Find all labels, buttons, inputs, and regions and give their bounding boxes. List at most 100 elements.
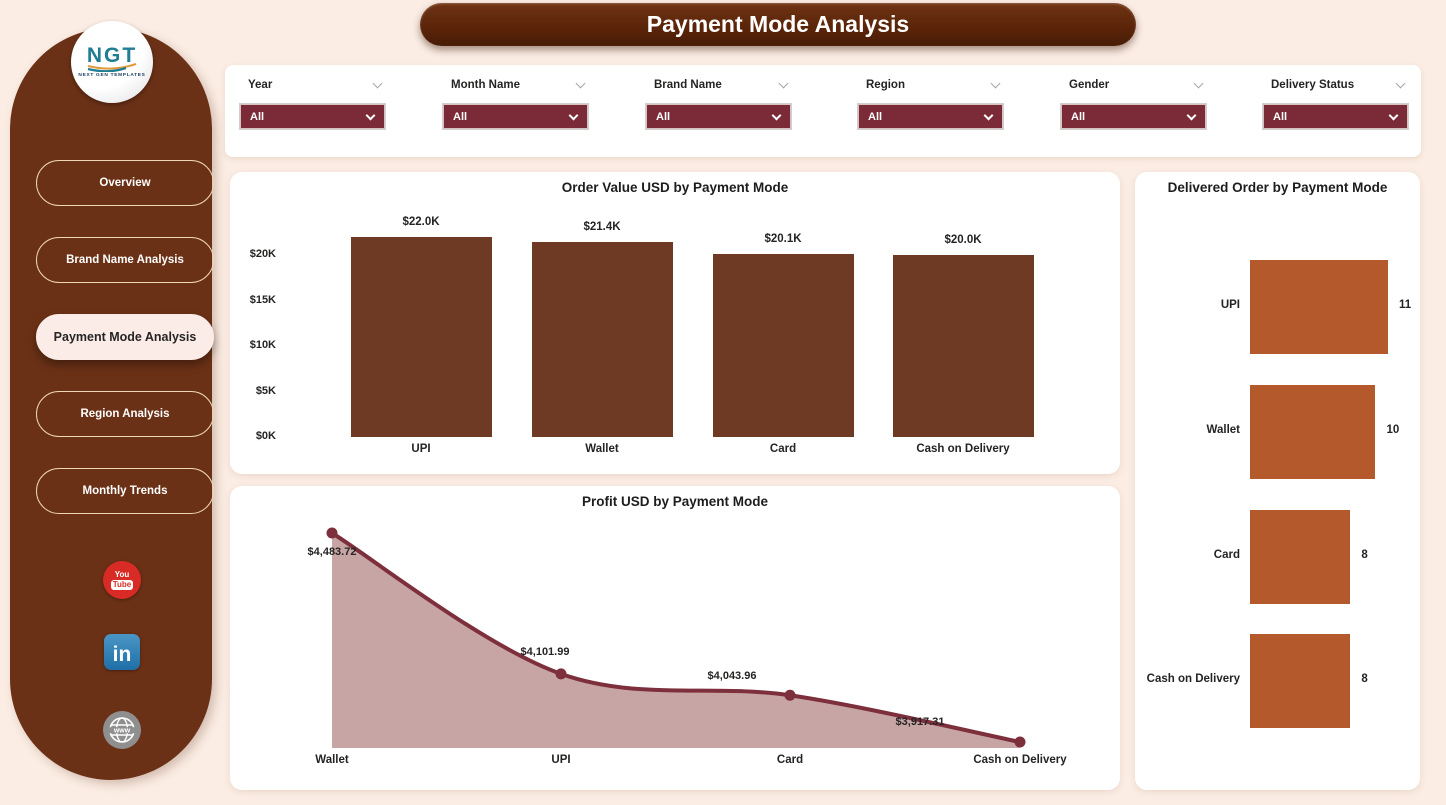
chevron-down-icon	[1395, 78, 1406, 89]
chevron-down-icon	[983, 110, 994, 120]
hbar-category-label: Wallet	[1206, 424, 1240, 436]
sidebar-item-label: Region Analysis	[80, 408, 170, 420]
column-bar-upi[interactable]	[350, 236, 492, 437]
filter-label: Brand Name	[654, 79, 722, 91]
dropdown-value: All	[868, 110, 883, 123]
linkedin-icon-text: in	[112, 643, 132, 666]
hbar-value-label: 8	[1361, 673, 1368, 685]
sidebar-item-overview[interactable]: Overview	[36, 160, 214, 206]
filter-delivery-status-header[interactable]: Delivery Status	[1263, 73, 1408, 95]
sidebar-item-label: Overview	[99, 177, 151, 189]
profit-value-label: $4,101.99	[520, 645, 570, 658]
profit-value-label: $3,917.31	[895, 716, 945, 728]
linkedin-icon[interactable]: in	[103, 633, 141, 671]
filter-gender: Gender All	[1061, 73, 1206, 129]
sidebar-item-label: Payment Mode Analysis	[53, 330, 197, 344]
column-bar-cash-on-delivery[interactable]	[892, 255, 1034, 437]
filter-label: Month Name	[451, 79, 520, 91]
ngt-logo-text: NGT	[86, 44, 138, 67]
dropdown-value: All	[250, 110, 265, 123]
filter-month-name-header[interactable]: Month Name	[443, 73, 588, 95]
delivered-order-chart-card: Delivered Order by Payment Mode UPI 11 Wal…	[1135, 172, 1420, 790]
filter-delivery-status: Delivery Status All	[1263, 73, 1408, 129]
column-bar-value-label: $20.0K	[944, 234, 982, 246]
column-bar-wallet[interactable]	[531, 242, 673, 437]
filter-month-name: Month Name All	[443, 73, 588, 129]
chevron-down-icon	[1388, 110, 1399, 120]
profit-area-fill	[332, 533, 1020, 748]
page-title-banner: Payment Mode Analysis	[420, 3, 1136, 46]
filter-label: Year	[248, 79, 273, 91]
dropdown-value: All	[656, 110, 671, 123]
chevron-down-icon	[771, 110, 782, 120]
hbar-category-label: Cash on Delivery	[1146, 673, 1240, 685]
x-axis-category-label: Wallet	[585, 443, 619, 455]
filter-label: Delivery Status	[1271, 79, 1355, 91]
hbar-value-label: 11	[1399, 299, 1412, 311]
sidebar-item-label: Brand Name Analysis	[66, 254, 184, 266]
filter-label: Region	[866, 79, 905, 91]
y-axis-tick: $20K	[249, 248, 276, 260]
profit-data-point-cash-on-delivery[interactable]	[1014, 736, 1026, 748]
filter-region-header[interactable]: Region	[858, 73, 1003, 95]
youtube-icon-text2: Tube	[110, 579, 134, 590]
chevron-down-icon	[575, 78, 586, 89]
filter-year-dropdown[interactable]: All	[240, 104, 385, 129]
profit-data-point-wallet[interactable]	[326, 527, 338, 539]
hbar-value-label: 10	[1386, 424, 1400, 436]
y-axis-tick: $0K	[255, 430, 276, 442]
filter-gender-dropdown[interactable]: All	[1061, 104, 1206, 129]
filter-brand-name-header[interactable]: Brand Name	[646, 73, 791, 95]
ngt-logo-swoosh	[87, 63, 137, 72]
sidebar: Overview Brand Name Analysis Payment Mod…	[10, 28, 214, 780]
ngt-logo: NGT NEXT GEN TEMPLATES	[71, 21, 153, 103]
x-axis-category-label: Cash on Delivery	[916, 443, 1010, 455]
hbar-cash-on-delivery[interactable]	[1250, 634, 1351, 728]
profit-line	[330, 531, 1021, 744]
filter-gender-header[interactable]: Gender	[1061, 73, 1206, 95]
youtube-icon[interactable]: You Tube	[103, 561, 141, 599]
sidebar-item-monthly-trends[interactable]: Monthly Trends	[36, 468, 214, 514]
x-axis-category-label: UPI	[551, 754, 571, 766]
sidebar-item-region-analysis[interactable]: Region Analysis	[36, 391, 214, 437]
hbar-upi[interactable]	[1250, 260, 1388, 354]
hbar-card[interactable]	[1250, 510, 1351, 604]
page-title: Payment Mode Analysis	[646, 11, 910, 37]
filter-month-name-dropdown[interactable]: All	[443, 104, 588, 129]
youtube-icon-text: You	[114, 569, 130, 579]
dropdown-value: All	[1273, 110, 1288, 123]
profit-chart-title: Profit USD by Payment Mode	[581, 494, 769, 509]
globe-icon-svg: www	[103, 711, 141, 749]
chevron-down-icon	[778, 78, 789, 89]
filter-year-header[interactable]: Year	[240, 73, 385, 95]
chevron-down-icon	[1193, 78, 1204, 89]
sidebar-item-brand-name-analysis[interactable]: Brand Name Analysis	[36, 237, 214, 283]
column-bar-value-label: $20.1K	[764, 233, 802, 246]
svg-text:www: www	[113, 728, 131, 735]
hbar-category-label: UPI	[1220, 299, 1240, 311]
dropdown-value: All	[1071, 110, 1086, 123]
profit-data-point-upi[interactable]	[555, 668, 567, 680]
profit-value-label: $4,043.96	[707, 670, 757, 683]
y-axis-tick: $15K	[249, 293, 276, 306]
chevron-down-icon	[365, 110, 376, 120]
delivered-order-chart-title: Delivered Order by Payment Mode	[1167, 180, 1388, 195]
sidebar-item-payment-mode-analysis[interactable]: Payment Mode Analysis	[36, 314, 214, 360]
hbar-value-label: 8	[1361, 549, 1368, 561]
profit-data-point-card[interactable]	[784, 689, 796, 701]
filter-region: Region All	[858, 73, 1003, 129]
order-value-chart-card: Order Value USD by Payment Mode $20K $15K…	[230, 172, 1120, 474]
dropdown-value: All	[453, 110, 468, 123]
y-axis-tick: $5K	[255, 384, 276, 397]
chevron-down-icon	[372, 78, 383, 89]
filter-region-dropdown[interactable]: All	[858, 104, 1003, 129]
filter-brand-name-dropdown[interactable]: All	[646, 104, 791, 129]
website-globe-icon[interactable]: www	[103, 711, 141, 749]
filter-delivery-status-dropdown[interactable]: All	[1263, 104, 1408, 129]
hbar-wallet[interactable]	[1250, 385, 1376, 479]
x-axis-category-label: Wallet	[315, 754, 349, 766]
linkedin-icon-badge: in	[104, 634, 140, 670]
x-axis-category-label: Card	[769, 443, 797, 455]
column-bar-card[interactable]	[712, 254, 854, 437]
